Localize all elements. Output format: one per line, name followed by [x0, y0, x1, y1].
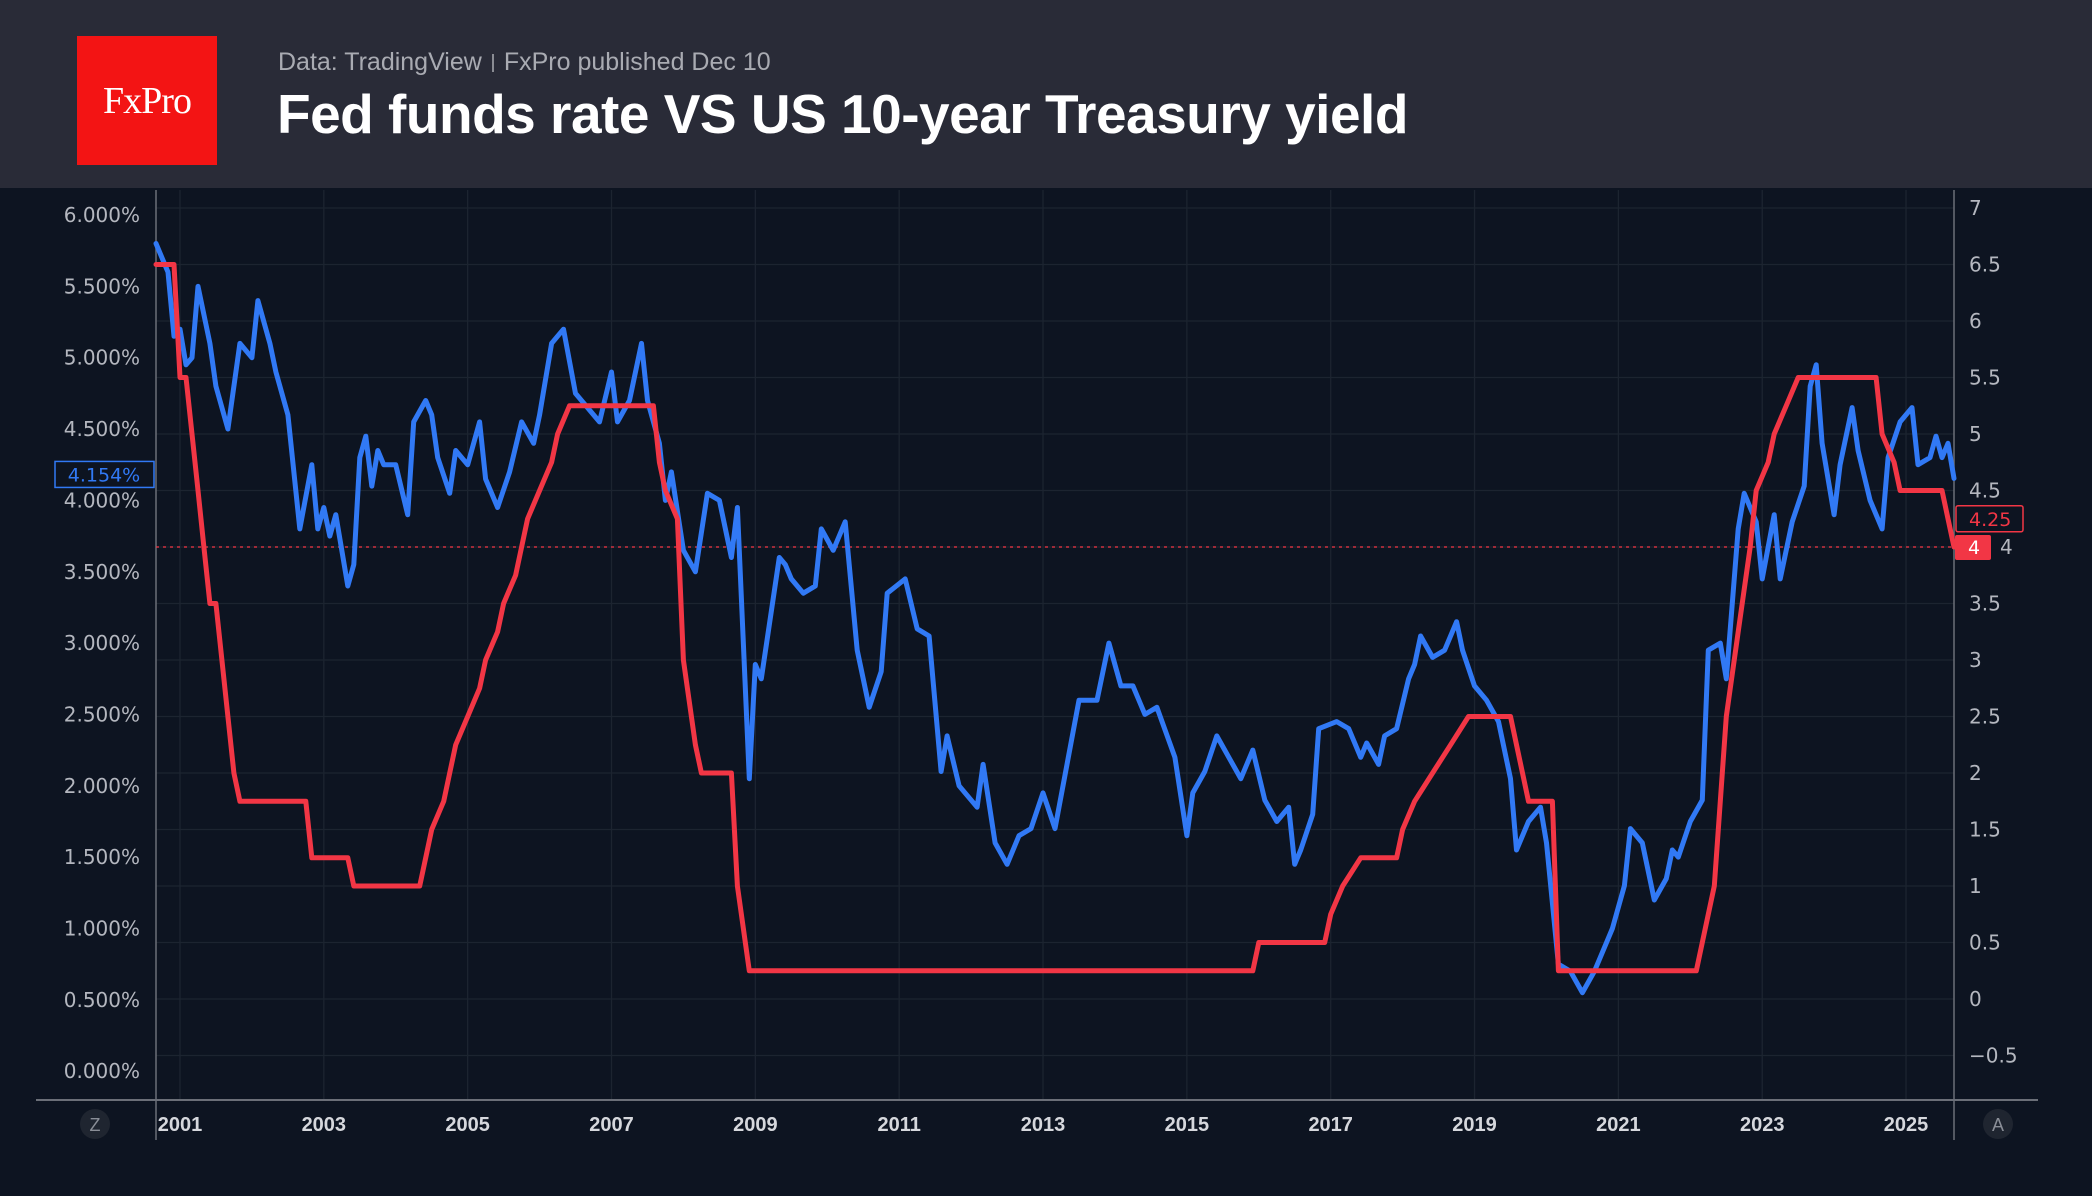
treasury-yield-line: [153, 241, 1957, 996]
left-axis-tick-label: 3.500%: [64, 560, 140, 584]
right-axis-tick-label: 4.5: [1969, 479, 2001, 503]
left-axis-tick-label: 2.500%: [64, 702, 140, 726]
left-axis-tick-label: 0.500%: [64, 988, 140, 1012]
header: FxPro Data: TradingView FxPro published D…: [0, 0, 2092, 188]
data-source: Data: TradingView: [278, 48, 482, 76]
right-axis-tick-label: 3: [1969, 648, 1982, 672]
logo-text: FxPro: [103, 79, 192, 122]
x-axis-tick-label: 2003: [302, 1114, 347, 1136]
fed-current-value-box: [1955, 535, 1991, 560]
right-axis-tick-label: −0.5: [1969, 1044, 2018, 1068]
right-axis-tick-label: 7: [1969, 196, 1982, 220]
x-axis-tick-label: 2017: [1308, 1114, 1353, 1136]
right-axis-tick-label: 6: [1969, 309, 1982, 333]
right-axis-tick-label: 0.5: [1969, 931, 2001, 955]
x-axis-tick-label: 2005: [445, 1114, 490, 1136]
separator: [491, 54, 494, 73]
left-axis-tick-label: 3.000%: [64, 631, 140, 655]
left-axis-tick-label: 5.500%: [64, 274, 140, 298]
left-axis-tick-label: 0.000%: [64, 1059, 140, 1083]
x-axis-tick-label: 2001: [158, 1114, 203, 1136]
left-axis-tick-label: 4.000%: [64, 488, 140, 512]
right-axis-tick-label: 5.5: [1969, 366, 2001, 390]
x-axis-tick-label: 2025: [1884, 1114, 1929, 1136]
right-axis-tick-label: 6.5: [1969, 253, 2001, 277]
fed-current-value-label: 4: [1968, 537, 1980, 559]
subtitle: Data: TradingView FxPro published Dec 10: [278, 48, 771, 77]
chart-title: Fed funds rate VS US 10-year Treasury yi…: [277, 83, 1408, 145]
fed-funds-rate-line: [153, 262, 1957, 974]
button-background: [80, 1109, 110, 1139]
x-axis-tick-label: 2019: [1452, 1114, 1497, 1136]
right-axis-tick-label: 5: [1969, 422, 1982, 446]
z-button[interactable]: Z: [80, 1109, 110, 1139]
left-axis-tick-label: 1.000%: [64, 917, 140, 941]
x-axis-tick-label: 2011: [877, 1114, 920, 1136]
x-axis-tick-label: 2021: [1596, 1114, 1641, 1136]
axis-labels: −0.5 0 0.5 1 1.5 2 2.5 3 3.5 4 4.5 5 5.5 6 6.5 7 0.000% 0…: [54, 196, 2024, 1139]
x-axis-tick-label: 2007: [589, 1114, 634, 1136]
x-axis-tick-label: 2013: [1021, 1114, 1066, 1136]
fed-last-value-label: 4.25: [1969, 509, 2011, 531]
treasury-last-value-label: 4.154%: [68, 464, 140, 486]
treasury-last-value-box: [54, 460, 155, 489]
fed-last-value-box: [1955, 505, 2024, 533]
x-axis-tick-label: 2009: [733, 1114, 778, 1136]
x-axis-tick-label: 2023: [1740, 1114, 1785, 1136]
fxpro-logo: FxPro: [77, 36, 217, 165]
left-axis-tick-label: 5.000%: [64, 346, 140, 370]
left-axis-tick-label: 4.500%: [64, 417, 140, 441]
right-axis-tick-label: 2.5: [1969, 705, 2001, 729]
left-axis-tick-label: 1.500%: [64, 845, 140, 869]
published-date: FxPro published Dec 10: [503, 48, 771, 76]
button-background: [1983, 1109, 2013, 1139]
left-axis-tick-label: 6.000%: [64, 203, 140, 227]
right-axis-tick-label: 0: [1969, 987, 1982, 1011]
right-axis-tick-label: 1: [1969, 874, 1982, 898]
auto-scale-button[interactable]: A: [1983, 1109, 2013, 1139]
button-label: Z: [90, 1115, 101, 1135]
right-axis-tick-label: 2: [1969, 761, 1982, 785]
x-axis-tick-label: 2015: [1165, 1114, 1210, 1136]
button-label: A: [1992, 1115, 2004, 1135]
right-axis-tick-label: 4: [2000, 535, 2013, 559]
left-axis-tick-label: 2.000%: [64, 774, 140, 798]
series-lines: [153, 241, 1957, 996]
axes: [36, 190, 2038, 1140]
grid: [156, 190, 1954, 1100]
right-axis-tick-label: 1.5: [1969, 818, 2001, 842]
right-axis-tick-label: 3.5: [1969, 592, 2001, 616]
